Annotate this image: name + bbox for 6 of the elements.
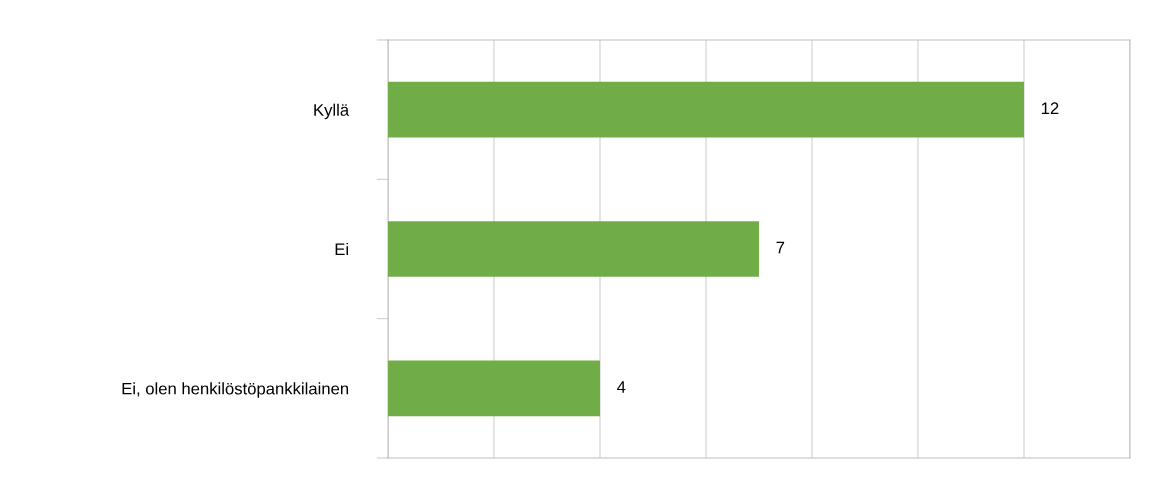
data-label: 7 — [776, 241, 785, 254]
data-label: 12 — [1041, 102, 1059, 114]
y-tick-label: Ei, olen henkilöstöpankkilainen — [122, 382, 349, 398]
data-label: 4 — [617, 381, 626, 393]
y-tick-label: Kyllä — [314, 103, 350, 120]
y-tick-label: Ei — [335, 242, 348, 256]
